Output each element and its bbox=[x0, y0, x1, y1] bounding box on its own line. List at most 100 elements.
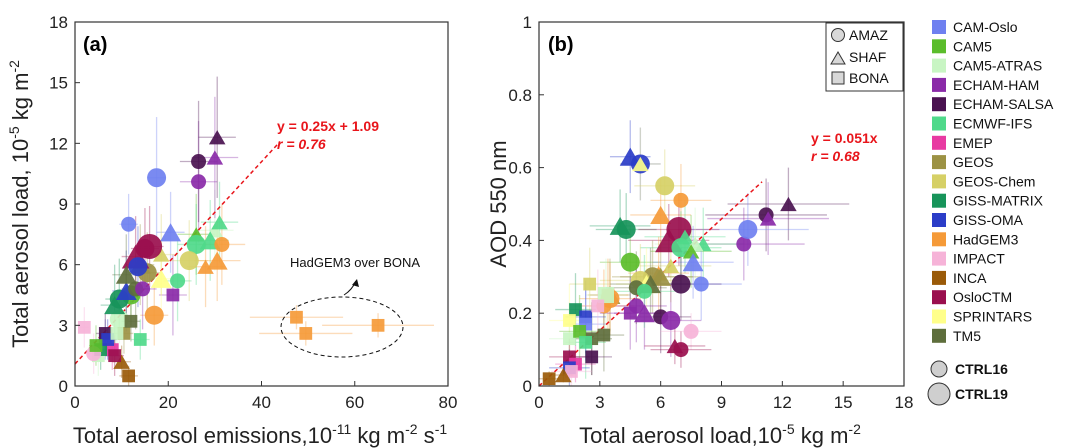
y-tick-label: 3 bbox=[59, 316, 68, 335]
data-point-echam-salsa-shaf bbox=[780, 196, 797, 212]
data-point-ecmwf-ifs-shaf bbox=[211, 215, 228, 230]
data-point-geos-chem-amaz bbox=[179, 251, 199, 271]
data-point-cam5-bona bbox=[573, 325, 586, 338]
legend-swatch-osloctm bbox=[932, 290, 946, 305]
panel-b-xlabel: Total aerosol load,10-5 kg m-2 bbox=[579, 421, 861, 448]
legend-label-giss-matrix: GISS-MATRIX bbox=[953, 193, 1044, 209]
y-tick-label: 0.2 bbox=[508, 304, 532, 323]
panel-b: y = 0.051x r = 0.68 0 3 6 9 12 15 18 0 0.2 0.4 0.6… bbox=[486, 13, 913, 448]
data-point-giss-oma-amaz bbox=[128, 257, 148, 277]
sup-e: -2 bbox=[6, 60, 22, 73]
sup-b: -2 bbox=[405, 421, 418, 437]
data-point-echam-ham-shaf bbox=[633, 304, 655, 323]
y-tick-label: 0 bbox=[523, 377, 532, 396]
data-point-hadgem3-bona bbox=[299, 327, 313, 340]
legend-label-cam-oslo: CAM-Oslo bbox=[953, 19, 1018, 35]
legend-label-geos: GEOS bbox=[953, 154, 993, 170]
fit-line bbox=[75, 141, 281, 365]
circle-icon bbox=[831, 28, 845, 42]
y-tick-label: 0.6 bbox=[508, 159, 532, 178]
legend-label-echam-ham: ECHAM-HAM bbox=[953, 77, 1039, 93]
region-bona-label: BONA bbox=[849, 70, 889, 86]
y-tick-label: 12 bbox=[49, 134, 68, 153]
legend-label-inca: INCA bbox=[953, 270, 987, 286]
panel-a-fit-equation: y = 0.25x + 1.09 bbox=[277, 118, 379, 134]
data-point-cam5-shaf bbox=[682, 244, 700, 259]
data-point-echam-salsa-bona bbox=[585, 350, 599, 364]
panel-a-ylabel-unit: kg m bbox=[8, 73, 33, 127]
panel-b-label: (b) bbox=[548, 34, 574, 56]
fit-line bbox=[539, 181, 763, 386]
data-point-ecmwf-ifs-amaz bbox=[671, 238, 691, 258]
panel-b-fit-equation: y = 0.051x bbox=[811, 130, 878, 146]
legend-label-impact: IMPACT bbox=[953, 251, 1005, 267]
legend-label-hadgem3: HadGEM3 bbox=[953, 231, 1019, 247]
data-point-hadgem3-shaf bbox=[197, 259, 214, 274]
data-point-geos-chem-bona bbox=[583, 277, 597, 291]
hadgem3-bona-ellipse bbox=[280, 296, 404, 358]
legend-swatch-tm5 bbox=[932, 328, 946, 343]
data-point-cam5-atras-amaz bbox=[109, 309, 129, 329]
x-tick-label: 80 bbox=[439, 393, 458, 412]
legend-swatch-geos bbox=[932, 155, 946, 170]
data-point-osloctm-amaz bbox=[135, 238, 155, 258]
y-tick-label: 0.8 bbox=[508, 86, 532, 105]
panel-b-xlabel-text: Total aerosol load,10 bbox=[579, 423, 782, 448]
legend-swatch-giss-oma bbox=[932, 213, 946, 227]
y-tick-label: 9 bbox=[59, 195, 68, 214]
legend-label-cam5-atras: CAM5-ATRAS bbox=[953, 58, 1042, 74]
panel-b-markers bbox=[542, 147, 797, 386]
panel-a-ylabel-text: Total aerosol load, 10 bbox=[8, 139, 33, 348]
data-point-cam-oslo-amaz bbox=[121, 216, 137, 232]
data-point-ecmwf-ifs-amaz bbox=[636, 283, 652, 299]
data-point-impact-bona bbox=[77, 320, 91, 334]
data-point-cam-oslo-amaz bbox=[738, 219, 758, 239]
panel-a-fit-line bbox=[75, 141, 281, 365]
legend-label-giss-oma: GISS-OMA bbox=[953, 212, 1024, 228]
data-point-ecmwf-ifs-bona bbox=[579, 335, 593, 349]
panel-b-ylabel: AOD 550 nm bbox=[486, 140, 511, 267]
y-tick-label: 15 bbox=[49, 74, 68, 93]
panel-a-fit-r: r = 0.76 bbox=[277, 136, 326, 152]
legend-swatch-emep bbox=[932, 135, 946, 150]
x-tick-label: 0 bbox=[70, 393, 79, 412]
legend-swatch-ecmwf-ifs bbox=[932, 116, 946, 131]
legend-swatch-hadgem3 bbox=[932, 232, 946, 247]
region-legend: AMAZ SHAF BONA bbox=[825, 22, 904, 92]
legend-swatch-echam-ham bbox=[932, 77, 946, 92]
legend-swatch-cam5 bbox=[932, 39, 946, 54]
x-tick-label: 0 bbox=[534, 393, 543, 412]
legend-label-sprintars: SPRINTARS bbox=[953, 309, 1032, 325]
annotation-arrowhead bbox=[352, 279, 359, 287]
panel-b-fit-r: r = 0.68 bbox=[811, 148, 860, 164]
legend-swatch-cam5-atras bbox=[932, 58, 946, 73]
data-point-cam5-atras-bona bbox=[597, 286, 614, 304]
data-point-cam-oslo-shaf bbox=[682, 253, 704, 272]
panel-a-xlabel-unit2: s bbox=[418, 423, 435, 448]
data-point-tm5-shaf bbox=[115, 265, 137, 284]
data-point-echam-ham-amaz bbox=[135, 281, 151, 297]
ctrl19-label: CTRL19 bbox=[955, 386, 1008, 402]
data-point-echam-salsa-amaz bbox=[191, 154, 207, 170]
x-tick-label: 15 bbox=[834, 393, 853, 412]
data-point-cam5-atras-bona bbox=[110, 327, 124, 340]
ctrl16-label: CTRL16 bbox=[955, 361, 1008, 377]
sup-g: -2 bbox=[848, 421, 861, 437]
panel-b-xlabel-unit: kg m bbox=[795, 423, 849, 448]
hadgem3-annotation: HadGEM3 over BONA bbox=[290, 255, 420, 270]
data-point-giss-matrix-bona bbox=[569, 303, 582, 316]
panel-b-ticks: 0 3 6 9 12 15 18 0 0.2 0.4 0.6 0.8 1 bbox=[508, 13, 913, 412]
data-point-cam-oslo-amaz bbox=[693, 276, 709, 292]
data-point-impact-bona bbox=[565, 365, 578, 378]
data-point-geos-chem-amaz bbox=[655, 176, 675, 196]
data-point-impact-amaz bbox=[683, 323, 699, 339]
legend-swatch-giss-matrix bbox=[932, 193, 946, 208]
legend-label-cam5: CAM5 bbox=[953, 38, 992, 54]
region-amaz-label: AMAZ bbox=[849, 27, 888, 43]
y-tick-label: 1 bbox=[523, 13, 532, 32]
data-point-echam-ham-amaz bbox=[736, 236, 752, 252]
sup-a: -11 bbox=[332, 421, 351, 437]
data-point-inca-bona bbox=[122, 369, 135, 383]
data-point-cam-oslo-amaz bbox=[147, 168, 167, 188]
